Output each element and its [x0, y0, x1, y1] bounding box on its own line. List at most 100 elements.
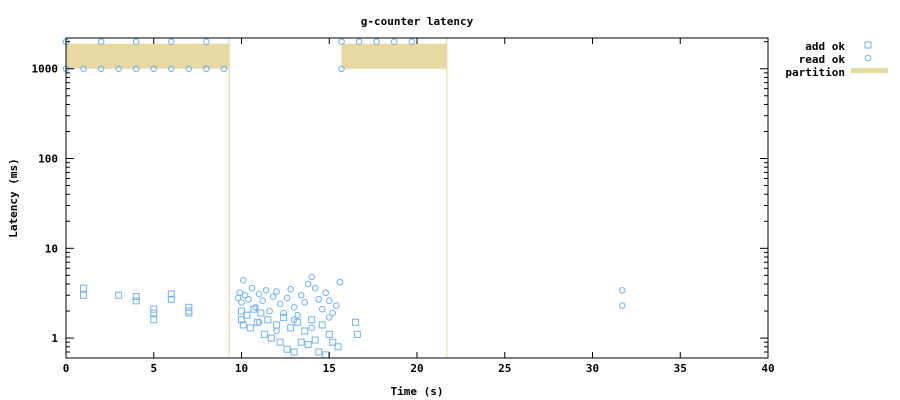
y-tick-label: 10 — [45, 242, 58, 255]
y-tick-label: 1000 — [32, 63, 59, 76]
x-tick-label: 5 — [150, 362, 157, 375]
read-ok-point — [294, 311, 301, 319]
add-ok-point — [276, 338, 284, 346]
read-ok-point — [304, 280, 312, 288]
add-ok-point — [283, 345, 291, 353]
add-ok-point — [185, 303, 193, 311]
read-ok-point — [318, 305, 326, 313]
data-layer — [62, 38, 626, 359]
read-ok-point — [262, 287, 270, 294]
add-ok-point — [334, 343, 342, 351]
read-ok-point — [408, 38, 416, 46]
add-ok-point — [80, 291, 88, 299]
read-ok-point — [168, 38, 175, 46]
add-ok-point — [257, 309, 265, 317]
read-ok-point — [325, 314, 333, 321]
read-ok-point — [252, 304, 259, 311]
read-ok-point — [315, 296, 323, 303]
read-ok-point — [276, 300, 284, 308]
partition-bar — [341, 43, 447, 69]
read-ok-point — [168, 65, 175, 73]
read-ok-point — [97, 65, 105, 73]
add-ok-point — [273, 321, 281, 329]
x-tick-label: 15 — [323, 362, 336, 375]
read-ok-point — [269, 293, 277, 300]
add-ok-point — [132, 297, 140, 305]
read-ok-point — [97, 38, 105, 46]
legend-circle-icon — [864, 54, 872, 62]
x-tick-label: 20 — [410, 362, 423, 375]
read-ok-point — [266, 307, 273, 315]
plot-frame — [65, 37, 769, 359]
read-ok-point — [336, 278, 344, 286]
read-ok-point — [322, 289, 330, 297]
add-ok-point — [290, 348, 298, 356]
add-ok-point — [238, 307, 245, 315]
x-tick-label: 25 — [498, 362, 511, 375]
add-ok-point — [301, 327, 309, 335]
y-tick-label: 100 — [38, 153, 58, 166]
add-ok-point — [352, 318, 360, 326]
read-ok-point — [308, 273, 316, 281]
read-ok-point — [373, 38, 380, 46]
read-ok-point — [332, 302, 340, 309]
add-ok-point — [253, 318, 261, 326]
add-ok-point — [150, 309, 158, 317]
legend-label: add ok — [805, 40, 845, 53]
add-ok-point — [280, 313, 288, 321]
add-ok-point — [150, 316, 158, 324]
partition-layer — [66, 38, 448, 358]
legend-label: partition — [785, 66, 845, 79]
read-ok-point — [619, 302, 626, 309]
read-ok-point — [325, 297, 333, 305]
add-ok-point — [115, 291, 123, 299]
add-ok-point — [185, 307, 193, 315]
add-ok-point — [287, 324, 295, 332]
read-ok-point — [390, 38, 398, 46]
read-ok-point — [203, 65, 210, 73]
x-tick-label: 30 — [586, 362, 599, 375]
add-ok-point — [353, 330, 361, 338]
add-ok-point — [150, 305, 158, 313]
add-ok-point — [260, 330, 268, 338]
read-ok-point — [239, 277, 247, 284]
add-ok-point — [250, 305, 258, 313]
read-ok-point — [150, 65, 158, 73]
add-ok-point — [167, 295, 175, 303]
add-ok-point — [80, 284, 88, 292]
add-ok-point — [264, 316, 272, 324]
read-ok-point — [248, 284, 256, 292]
add-ok-point — [185, 309, 193, 317]
read-ok-point — [287, 285, 294, 293]
x-tick-label: 0 — [63, 362, 70, 375]
read-ok-point — [273, 288, 280, 295]
read-ok-point — [241, 291, 249, 299]
legend-label: read ok — [799, 53, 846, 66]
add-ok-point — [132, 293, 140, 301]
add-ok-point — [243, 311, 251, 319]
add-ok-point — [322, 351, 330, 359]
axis-layer: 0 5 10 15 20 25 30 35 40 1 10 100 1000 — [32, 38, 775, 375]
read-ok-point — [185, 65, 193, 73]
add-ok-point — [329, 338, 337, 346]
add-ok-point — [246, 324, 254, 332]
add-ok-point — [311, 336, 319, 344]
read-ok-point — [329, 309, 337, 317]
x-axis-label: Time (s) — [391, 385, 444, 398]
x-tick-label: 40 — [761, 362, 774, 375]
add-ok-point — [308, 316, 316, 324]
read-ok-point — [255, 290, 263, 298]
legend-square-icon — [864, 41, 872, 49]
partition-bar — [66, 43, 230, 69]
add-ok-point — [267, 334, 275, 342]
read-ok-point — [220, 65, 228, 73]
read-ok-point — [301, 299, 308, 306]
x-tick-label: 10 — [235, 362, 248, 375]
read-ok-point — [280, 309, 287, 317]
add-ok-point — [167, 290, 175, 298]
read-ok-point — [115, 65, 122, 73]
add-ok-point — [304, 340, 312, 348]
y-axis-label: Latency (ms) — [7, 158, 20, 237]
